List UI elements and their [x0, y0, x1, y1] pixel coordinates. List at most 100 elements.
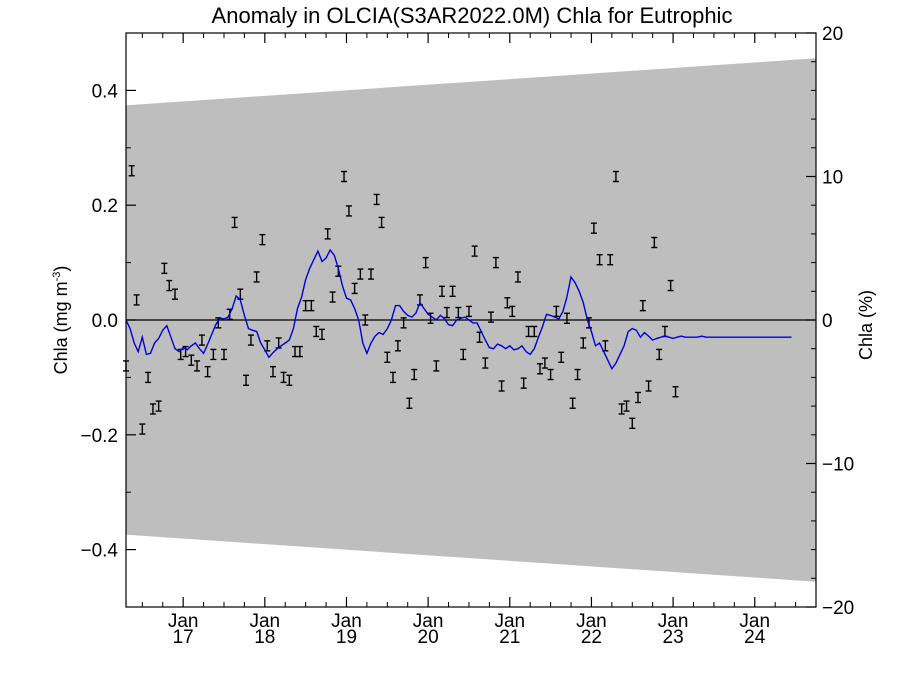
- anomaly-point: [460, 348, 467, 361]
- left-tick-label: −0.2: [80, 426, 118, 447]
- anomaly-point: [541, 357, 548, 369]
- anomaly-point: [286, 374, 293, 386]
- anomaly-point: [231, 216, 238, 229]
- anomaly-point: [155, 400, 162, 412]
- anomaly-point: [433, 360, 440, 372]
- x-tick-month-label: Jan: [413, 611, 444, 632]
- x-tick-month-label: Jan: [658, 611, 689, 632]
- anomaly-point: [313, 325, 320, 338]
- anomaly-point: [667, 279, 674, 292]
- anomaly-point: [547, 368, 554, 381]
- anomaly-point: [563, 312, 570, 324]
- anomaly-point: [520, 377, 527, 389]
- anomaly-point: [612, 170, 619, 183]
- anomaly-point: [166, 279, 173, 292]
- anomaly-point: [449, 285, 456, 297]
- anomaly-point: [492, 256, 499, 269]
- anomaly-point: [296, 345, 303, 358]
- x-tick-month-label: Jan: [494, 611, 525, 632]
- right-tick-label: −20: [822, 598, 854, 619]
- anomaly-point: [194, 360, 201, 372]
- x-tick-month-label: Jan: [249, 611, 280, 632]
- right-tick-label: 0: [822, 311, 833, 332]
- left-tick-label: −0.4: [80, 541, 118, 562]
- anomaly-point: [357, 268, 364, 280]
- anomaly-point: [406, 397, 413, 409]
- anomaly-point: [537, 363, 543, 375]
- anomaly-point: [465, 305, 472, 318]
- anomaly-point: [558, 351, 565, 364]
- anomaly-point: [651, 236, 658, 249]
- anomaly-point: [161, 262, 168, 275]
- anomaly-point: [318, 328, 325, 341]
- anomaly-point: [220, 348, 227, 361]
- x-tick-month-label: Jan: [168, 611, 199, 632]
- anomaly-point: [439, 285, 446, 297]
- x-tick-year-label: 21: [499, 627, 520, 648]
- anomaly-point: [362, 314, 369, 326]
- left-tick-label: 0.0: [92, 311, 118, 332]
- anomaly-point: [645, 380, 652, 392]
- anomaly-point: [629, 417, 636, 430]
- x-tick-month-label: Jan: [331, 611, 362, 632]
- left-tick-label: 0.4: [92, 81, 119, 102]
- anomaly-point: [400, 317, 407, 329]
- anomaly-point: [188, 354, 195, 366]
- x-tick-month-label: Jan: [739, 611, 770, 632]
- x-tick-year-label: 22: [581, 627, 602, 648]
- anomaly-point: [422, 256, 429, 269]
- anomaly-point: [509, 305, 516, 318]
- anomaly-point: [482, 357, 489, 369]
- anomaly-point: [672, 386, 679, 398]
- anomaly-point: [394, 340, 401, 352]
- anomaly-point: [133, 294, 140, 306]
- anomaly-point: [596, 254, 603, 266]
- left-axis-label: Chla (mg m-3): [51, 266, 71, 375]
- right-tick-label: 10: [822, 168, 843, 189]
- right-axis-label: Chla (%): [856, 290, 876, 360]
- anomaly-point: [351, 282, 358, 295]
- anomaly-point: [345, 205, 352, 217]
- right-tick-label: 20: [822, 24, 843, 45]
- left-axis-label-sup: -3: [51, 272, 63, 282]
- anomaly-point: [618, 403, 625, 415]
- smoothed-anomaly-line: [125, 248, 792, 371]
- anomaly-point: [574, 368, 581, 381]
- anomaly-point: [253, 271, 260, 283]
- left-axis-label-end: ): [51, 266, 71, 272]
- anomaly-point: [569, 397, 576, 409]
- anomaly-point: [531, 325, 538, 338]
- chart-title: Anomaly in OLCIA(S3AR2022.0M) Chla for E…: [212, 3, 733, 28]
- anomaly-point: [411, 368, 418, 381]
- anomaly-point: [367, 268, 374, 280]
- anomaly-point: [455, 306, 462, 319]
- anomaly-point: [259, 233, 266, 246]
- anomaly-point: [210, 348, 217, 361]
- anomaly-point: [471, 245, 478, 257]
- anomaly-point: [427, 312, 434, 324]
- left-tick-label: 0.2: [92, 196, 118, 217]
- anomaly-point: [302, 299, 309, 312]
- x-tick-year-label: 20: [418, 627, 439, 648]
- x-tick-year-label: 18: [254, 627, 275, 648]
- x-tick-year-label: 23: [663, 627, 684, 648]
- anomaly-point: [607, 254, 614, 266]
- anomaly-point: [378, 216, 385, 229]
- x-tick-year-label: 17: [173, 627, 194, 648]
- anomaly-point: [269, 365, 276, 378]
- anomaly-point: [488, 311, 495, 323]
- anomaly-point: [204, 365, 211, 378]
- anomaly-point: [525, 325, 532, 338]
- anomaly-point: [384, 351, 391, 364]
- anomaly-point: [243, 374, 250, 386]
- anomaly-point: [329, 291, 336, 303]
- anomaly-point: [639, 299, 646, 312]
- anomaly-point: [590, 222, 597, 234]
- anomaly-point: [139, 423, 146, 435]
- anomaly-point: [280, 371, 287, 384]
- anomaly-point: [324, 228, 331, 240]
- anomaly-point: [198, 334, 205, 346]
- anomaly-point: [498, 380, 505, 392]
- anomaly-point: [145, 371, 152, 384]
- anomaly-point: [308, 299, 315, 312]
